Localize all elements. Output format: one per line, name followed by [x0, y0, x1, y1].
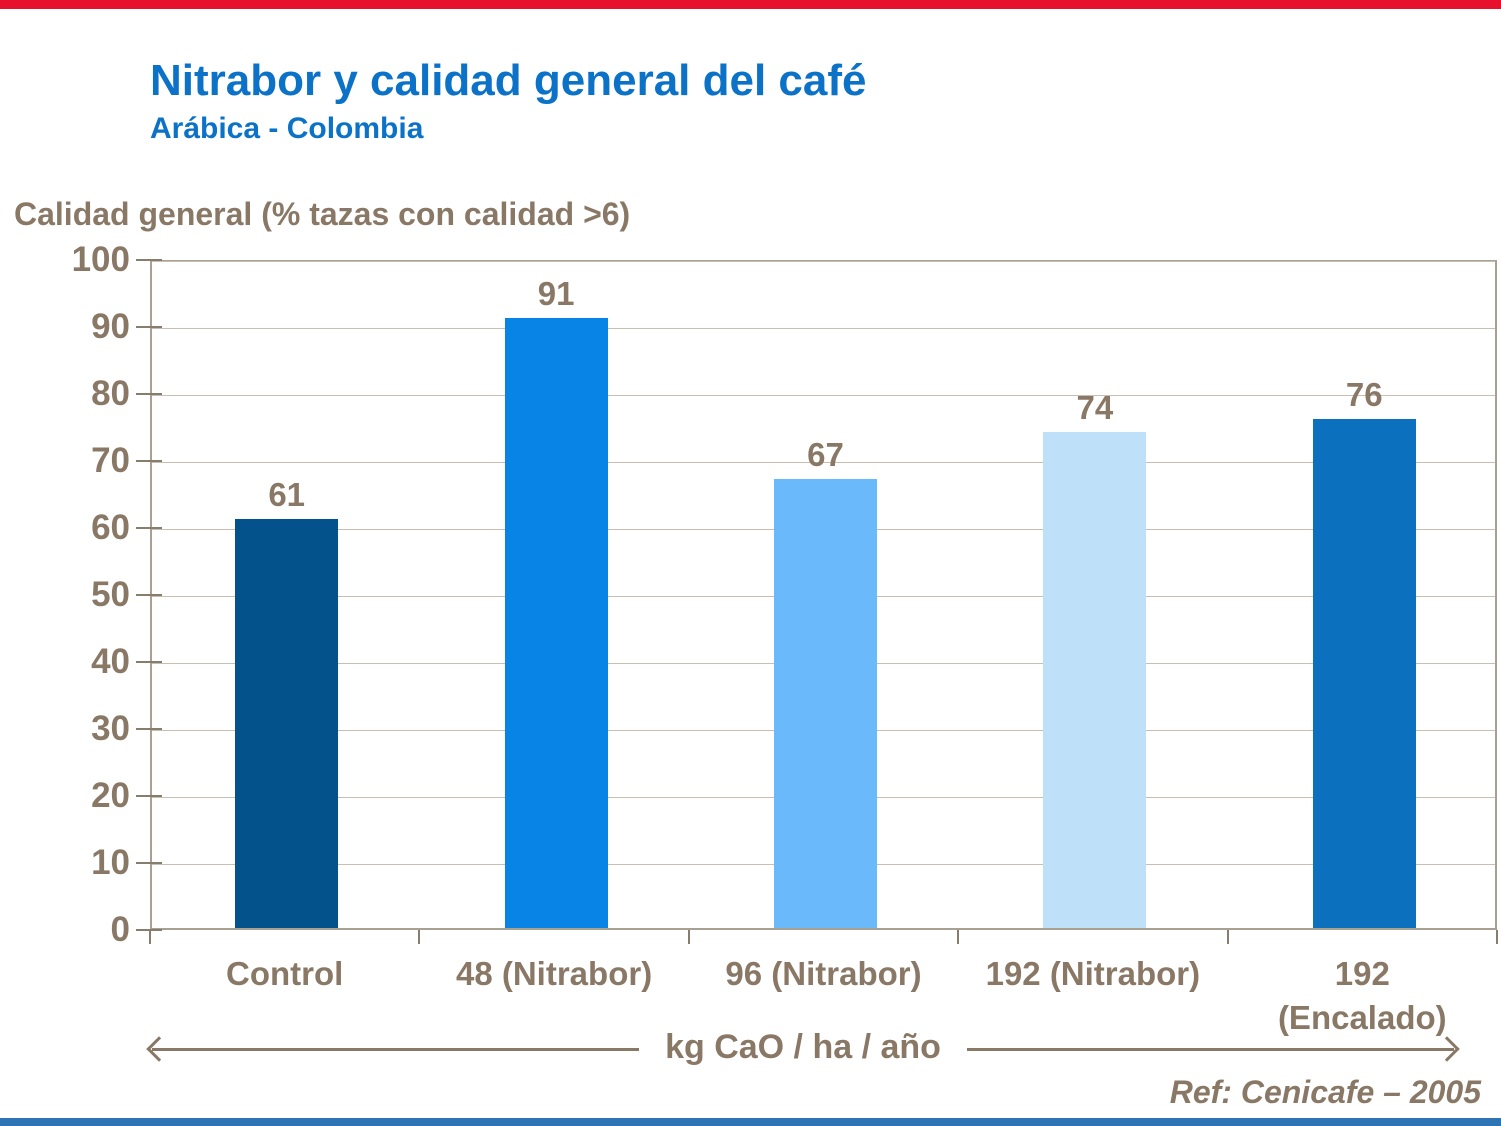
- bar-192-nitrabor-: [1043, 432, 1147, 928]
- page-subtitle: Arábica - Colombia: [150, 112, 424, 145]
- x-tick-mark: [418, 930, 421, 944]
- bar-value-label: 76: [1345, 375, 1383, 413]
- x-category-label: 48 (Nitrabor): [455, 955, 653, 992]
- x-tick-mark: [1226, 930, 1229, 944]
- y-tick-mark: [136, 862, 162, 864]
- x-category-label: 192 (Encalado): [1277, 955, 1447, 1036]
- arrow-right-icon: [1434, 1036, 1460, 1062]
- x-category-label: 96 (Nitrabor): [725, 955, 922, 992]
- x-category-label: Control: [226, 955, 344, 992]
- y-tick-label: 10: [91, 843, 130, 882]
- page-title: Nitrabor y calidad general del café: [150, 56, 867, 105]
- bar-value-label: 67: [807, 436, 844, 474]
- y-tick-mark: [136, 661, 162, 663]
- y-tick-mark: [136, 259, 162, 261]
- bar-96-nitrabor-: [774, 479, 877, 928]
- x-tick-mark: [687, 930, 690, 944]
- y-tick-label: 50: [91, 575, 130, 614]
- bar-value-label: 61: [268, 476, 306, 514]
- bottom-accent-bar: [0, 1118, 1501, 1126]
- y-tick-mark: [136, 728, 162, 730]
- x-tick-mark: [957, 930, 960, 944]
- x-tick-mark: [1496, 930, 1498, 944]
- bar-192: [1312, 418, 1416, 928]
- y-tick-label: 30: [91, 709, 130, 748]
- y-tick-mark: [136, 594, 162, 596]
- y-axis-title: Calidad general (% tazas con calidad >6): [14, 196, 631, 232]
- y-tick-mark: [136, 326, 162, 328]
- x-axis-arrow: kg CaO / ha / año: [146, 1026, 1460, 1072]
- gridline: [152, 395, 1495, 396]
- footnote: Ref: Cenicafe – 2005: [1169, 1074, 1481, 1110]
- y-tick-label: 100: [71, 240, 130, 279]
- top-accent-bar: [0, 0, 1501, 9]
- x-axis-label: kg CaO / ha / año: [665, 1027, 941, 1066]
- y-tick-mark: [136, 460, 162, 462]
- y-tick-mark: [136, 393, 162, 395]
- gridline: [152, 328, 1495, 329]
- bar-control: [235, 519, 339, 928]
- y-tick-label: 90: [91, 307, 130, 346]
- x-tick-mark: [149, 930, 151, 944]
- gridline: [152, 261, 1495, 262]
- bar-48-nitrabor-: [504, 318, 608, 928]
- y-tick-label: 70: [91, 441, 130, 480]
- arrow-left-icon: [146, 1036, 172, 1062]
- y-tick-label: 60: [91, 508, 130, 547]
- x-category-label: 192 (Nitrabor): [985, 955, 1201, 992]
- bar-value-label: 91: [537, 275, 575, 313]
- bar-value-label: 74: [1076, 389, 1114, 427]
- y-tick-mark: [136, 795, 162, 797]
- plot-area: 61 91 67 74 76: [150, 260, 1497, 930]
- y-tick-label: 80: [91, 374, 130, 413]
- y-tick-mark: [136, 527, 162, 529]
- y-tick-label: 20: [91, 776, 130, 815]
- gridline: [152, 462, 1495, 463]
- arrow-line-right: [966, 1047, 1454, 1051]
- y-tick-label: 40: [91, 642, 130, 681]
- y-tick-label: 0: [110, 910, 130, 949]
- arrow-line-left: [152, 1047, 640, 1051]
